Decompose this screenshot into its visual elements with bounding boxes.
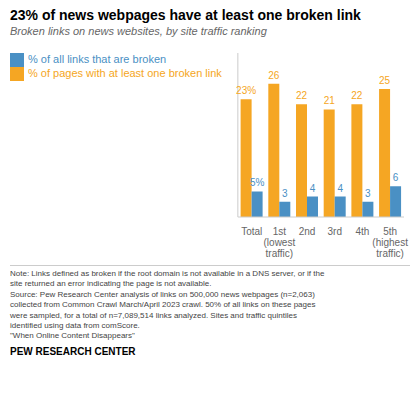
svg-text:22: 22 bbox=[351, 90, 363, 101]
svg-text:6: 6 bbox=[393, 172, 399, 183]
svg-text:4: 4 bbox=[337, 183, 343, 194]
svg-text:22: 22 bbox=[296, 90, 308, 101]
svg-text:Total: Total bbox=[241, 226, 262, 237]
svg-text:4th: 4th bbox=[356, 226, 370, 237]
html-text:PEW RESEARCH CENTER: PEW RESEARCH CENTER bbox=[10, 345, 136, 357]
svg-text:4: 4 bbox=[310, 183, 316, 194]
svg-text:1st(lowesttraffic): 1st(lowesttraffic) bbox=[264, 226, 296, 259]
svg-text:26: 26 bbox=[268, 70, 280, 81]
svg-text:23%: 23% bbox=[236, 85, 256, 96]
svg-text:3rd: 3rd bbox=[328, 226, 342, 237]
svg-text:21: 21 bbox=[324, 95, 336, 106]
svg-text:25: 25 bbox=[379, 75, 391, 86]
svg-text:5%: 5% bbox=[250, 177, 265, 188]
svg-text:3: 3 bbox=[282, 188, 288, 199]
html-text:Broken links on news websites,: Broken links on news websites, by site t… bbox=[10, 25, 267, 37]
svg-text:3: 3 bbox=[365, 188, 371, 199]
html-text:Note: Links defined as broken: Note: Links defined as broken if the roo… bbox=[10, 269, 325, 341]
svg-text:5th(highesttraffic): 5th(highesttraffic) bbox=[372, 226, 408, 259]
html-text:23% of news webpages have at l: 23% of news webpages have at least one b… bbox=[10, 7, 361, 23]
html-text:% of all links that are broken: % of all links that are broken bbox=[28, 53, 167, 65]
svg-text:2nd: 2nd bbox=[299, 226, 316, 237]
html-text:% of pages with at least one b: % of pages with at least one broken link bbox=[28, 67, 222, 80]
